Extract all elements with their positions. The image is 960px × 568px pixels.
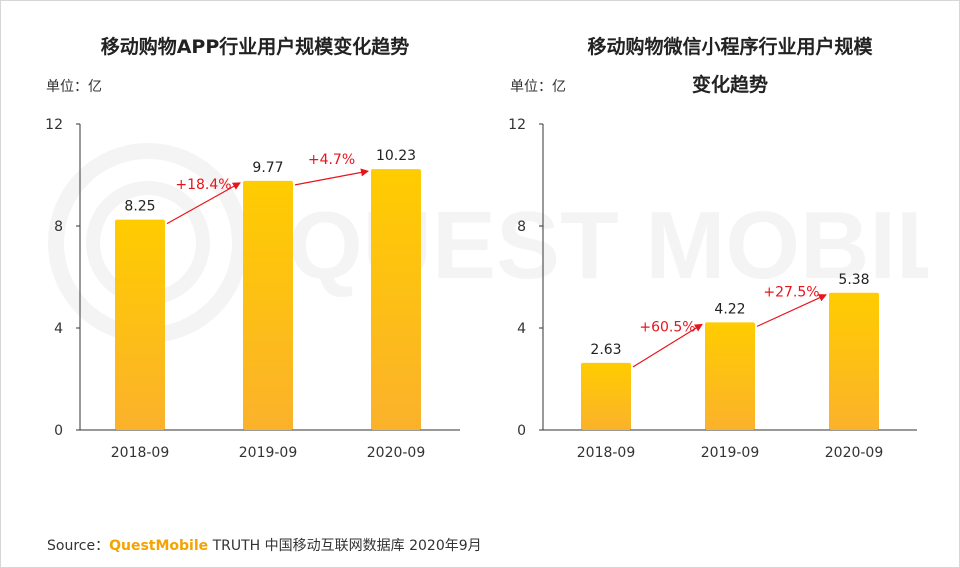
source-brand: QuestMobile <box>109 538 209 554</box>
growth-label: +18.4% <box>175 177 231 193</box>
y-tick-label: 0 <box>54 423 63 439</box>
y-tick-label: 8 <box>517 219 526 235</box>
bar <box>371 169 421 430</box>
x-tick-label: 2019-09 <box>701 445 760 461</box>
chart-title: 移动购物微信小程序行业用户规模 变化趋势 <box>587 36 873 96</box>
growth-arrow <box>294 168 369 186</box>
source-note: Source：QuestMobile TRUTH 中国移动互联网数据库 2020… <box>47 535 482 555</box>
unit-label: 单位：亿 <box>510 79 566 95</box>
y-tick-label: 4 <box>517 321 526 337</box>
x-tick-label: 2018-09 <box>111 445 170 461</box>
source-prefix: Source： <box>47 538 110 554</box>
y-tick-label: 8 <box>54 219 63 235</box>
y-tick-label: 12 <box>45 117 63 133</box>
bar-chart-miniprogram: 0 4 8 12 2.63 2018-09 4.22 2019-09 5.38 2020-09 +6… <box>508 117 917 461</box>
y-tick-label: 12 <box>508 117 526 133</box>
bar <box>829 292 879 430</box>
bar <box>115 219 165 430</box>
data-label: 9.77 <box>252 160 283 176</box>
panel-miniprogram-users: 移动购物微信小程序行业用户规模 变化趋势 单位：亿 0 4 8 12 2.63 2018-… <box>480 0 960 520</box>
bar-chart-app: 0 4 8 12 8.25 2018-09 9.77 2019-09 10.23 2020-09 +… <box>45 117 460 461</box>
growth-label: +60.5% <box>639 320 695 336</box>
data-label: 10.23 <box>376 148 416 164</box>
growth-arrow <box>756 294 827 327</box>
bar <box>243 180 293 430</box>
x-tick-label: 2020-09 <box>825 445 884 461</box>
y-tick-label: 4 <box>54 321 63 337</box>
data-label: 4.22 <box>714 301 745 317</box>
unit-label: 单位：亿 <box>46 79 102 95</box>
x-tick-label: 2020-09 <box>367 445 426 461</box>
panel-app-users: 移动购物APP行业用户规模变化趋势 单位：亿 0 4 8 12 8.25 2018-09 9… <box>0 0 480 520</box>
chart-title: 移动购物APP行业用户规模变化趋势 <box>100 36 410 58</box>
growth-arrow <box>166 182 241 225</box>
data-label: 8.25 <box>124 199 155 215</box>
data-label: 5.38 <box>838 272 869 288</box>
y-tick-label: 0 <box>517 423 526 439</box>
growth-label: +27.5% <box>763 285 819 301</box>
growth-label: +4.7% <box>308 152 355 168</box>
x-tick-label: 2019-09 <box>239 445 298 461</box>
data-label: 2.63 <box>590 342 621 358</box>
source-rest: TRUTH 中国移动互联网数据库 2020年9月 <box>208 538 482 554</box>
growth-arrow <box>632 323 703 368</box>
x-tick-label: 2018-09 <box>577 445 636 461</box>
bar <box>581 362 631 430</box>
bar <box>705 322 755 430</box>
